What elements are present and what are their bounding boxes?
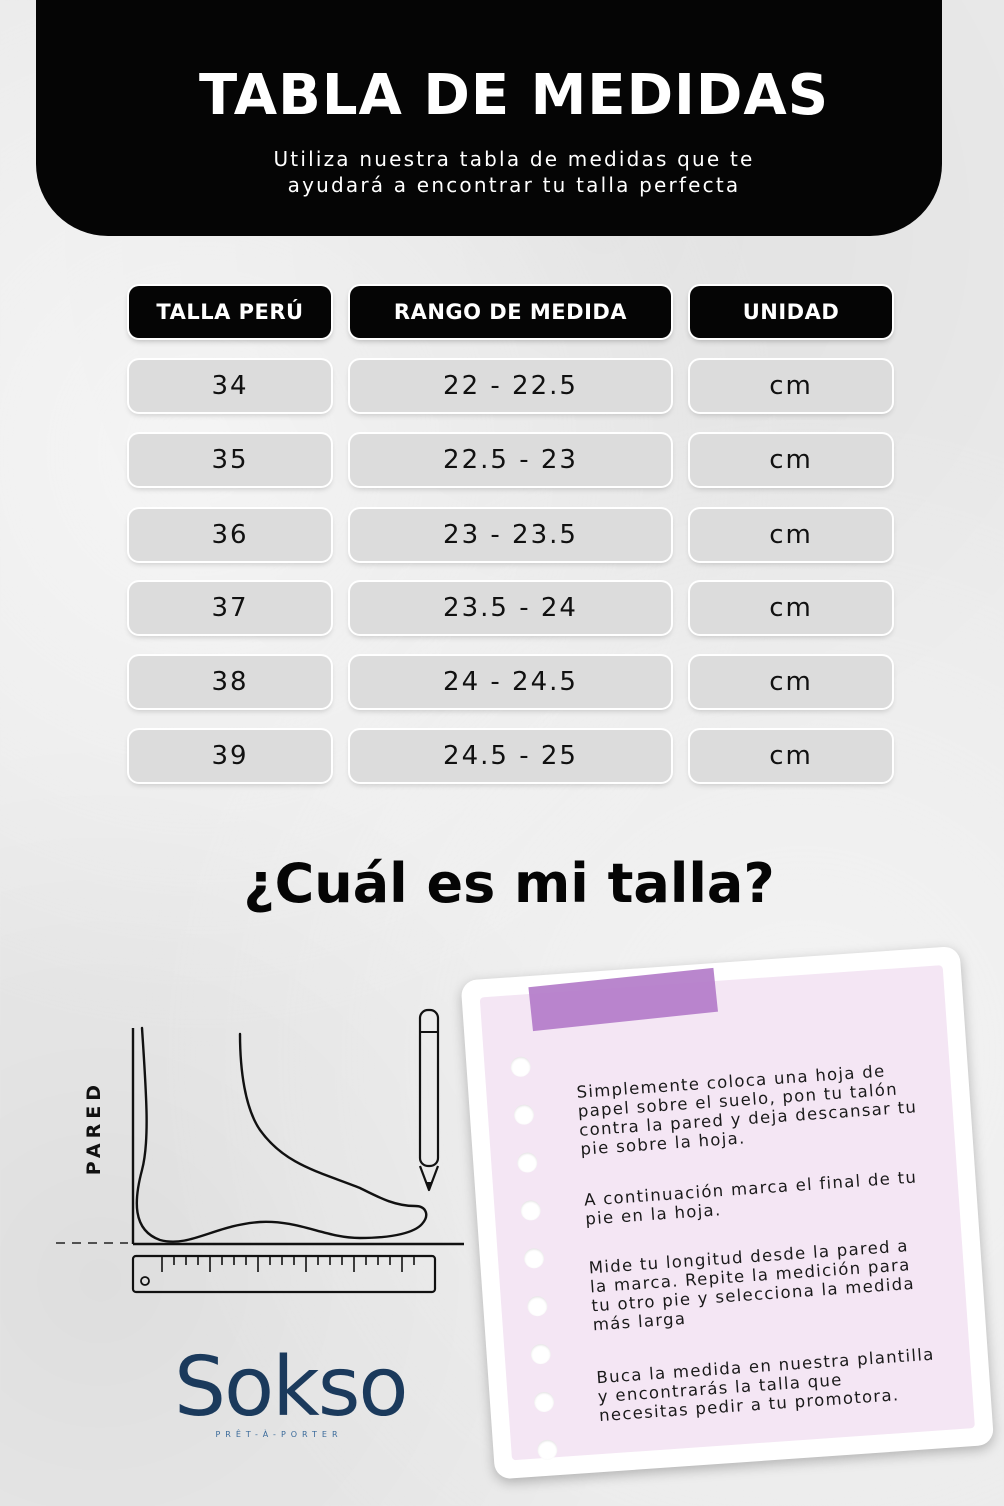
cell-unidad: cm bbox=[690, 582, 892, 634]
cell-rango: 24.5 - 25 bbox=[350, 730, 671, 782]
logo-wordmark: Sokso bbox=[174, 1340, 409, 1435]
cell-unidad: cm bbox=[690, 656, 892, 708]
cell-rango: 23.5 - 24 bbox=[350, 582, 671, 634]
cell-talla: 37 bbox=[129, 582, 331, 634]
cell-unidad: cm bbox=[690, 434, 892, 486]
header-talla: TALLA PERÚ bbox=[129, 286, 331, 338]
logo-tagline: PRÊT-À-PORTER bbox=[215, 1430, 343, 1439]
foot-measure-illustration bbox=[56, 1008, 464, 1294]
step-3-text: Mide tu longitud desde la pared a la mar… bbox=[588, 1236, 916, 1335]
binder-hole-icon bbox=[533, 1391, 555, 1413]
cell-rango: 24 - 24.5 bbox=[350, 656, 671, 708]
binder-hole-icon bbox=[530, 1343, 552, 1365]
instructions-note: Simplemente coloca una hoja de papel sob… bbox=[460, 944, 1004, 1499]
binder-hole-icon bbox=[513, 1103, 535, 1126]
binder-hole-icon bbox=[509, 1056, 532, 1078]
step-2-text: A continuación marca el final de tu pie … bbox=[583, 1167, 918, 1229]
binder-hole-icon bbox=[516, 1151, 539, 1174]
header-banner: TABLA DE MEDIDAS Utiliza nuestra tabla d… bbox=[36, 0, 942, 236]
binder-hole-icon bbox=[536, 1439, 559, 1461]
binder-hole-icon bbox=[523, 1247, 545, 1269]
note-inner: Simplemente coloca una hoja de papel sob… bbox=[479, 965, 975, 1461]
cell-talla: 36 bbox=[129, 509, 331, 561]
cell-rango: 22.5 - 23 bbox=[350, 434, 671, 486]
header-unidad: UNIDAD bbox=[690, 286, 892, 338]
cell-talla: 39 bbox=[129, 730, 331, 782]
cell-unidad: cm bbox=[690, 509, 892, 561]
ruler-icon bbox=[131, 1254, 437, 1294]
foot-outline-icon bbox=[135, 1026, 428, 1243]
header-rango: RANGO DE MEDIDA bbox=[350, 286, 671, 338]
cell-talla: 34 bbox=[129, 360, 331, 412]
page-title: TABLA DE MEDIDAS bbox=[198, 63, 830, 128]
cell-talla: 35 bbox=[129, 434, 331, 486]
pencil-icon bbox=[418, 1008, 440, 1192]
sokso-logo: Sokso PRÊT-À-PORTER bbox=[174, 1340, 409, 1440]
binder-hole-icon bbox=[520, 1199, 542, 1222]
subtitle-line-1: Utiliza nuestra tabla de medidas que te bbox=[273, 147, 755, 171]
cell-talla: 38 bbox=[129, 656, 331, 708]
step-4-text: Buca la medida en nuestra plantilla y en… bbox=[595, 1344, 936, 1426]
binder-hole-icon bbox=[526, 1295, 549, 1317]
cell-rango: 23 - 23.5 bbox=[350, 509, 671, 561]
size-question-heading: ¿Cuál es mi talla? bbox=[243, 852, 775, 915]
subtitle-line-2: ayudará a encontrar tu talla perfecta bbox=[287, 173, 741, 197]
cell-unidad: cm bbox=[690, 360, 892, 412]
cell-unidad: cm bbox=[690, 730, 892, 782]
step-1-text: Simplemente coloca una hoja de papel sob… bbox=[575, 1061, 918, 1159]
cell-rango: 22 - 22.5 bbox=[350, 360, 671, 412]
page-subtitle: Utiliza nuestra tabla de medidas que te … bbox=[36, 146, 942, 198]
